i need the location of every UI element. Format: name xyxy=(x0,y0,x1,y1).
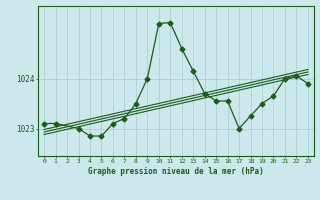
X-axis label: Graphe pression niveau de la mer (hPa): Graphe pression niveau de la mer (hPa) xyxy=(88,167,264,176)
